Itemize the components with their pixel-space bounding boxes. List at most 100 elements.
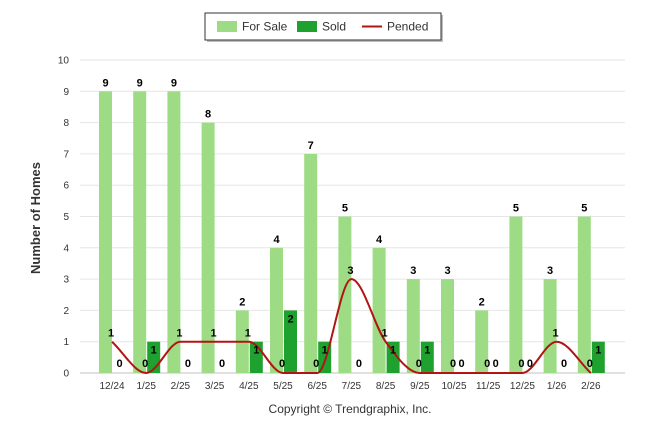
y-tick-label: 3 [63, 275, 69, 286]
for-sale-value-label: 9 [137, 77, 143, 89]
pended-value-label: 1 [245, 328, 251, 340]
for-sale-bar [99, 91, 112, 374]
for-sale-value-label: 9 [102, 77, 108, 89]
y-tick-label: 1 [63, 337, 69, 348]
sold-value-label: 1 [390, 345, 396, 357]
sold-value-label: 1 [424, 345, 430, 357]
for-sale-value-label: 5 [342, 203, 348, 215]
sold-bar [284, 310, 297, 373]
sold-value-label: 0 [356, 358, 362, 370]
pended-value-label: 0 [142, 358, 148, 370]
for-sale-value-label: 3 [547, 265, 553, 277]
x-tick-label: 12/25 [510, 381, 535, 392]
y-tick-label: 5 [63, 212, 69, 223]
pended-series-line [111, 278, 592, 375]
for-sale-value-label: 2 [239, 296, 245, 308]
x-tick-label: 2/25 [171, 381, 191, 392]
x-tick-label: 11/25 [476, 381, 501, 392]
pended-value-label: 0 [518, 358, 524, 370]
sold-value-label: 0 [561, 358, 567, 370]
x-tick-label: 1/25 [136, 381, 156, 392]
legend-label: For Sale [242, 20, 288, 34]
x-tick-label: 8/25 [376, 381, 396, 392]
y-tick-label: 6 [63, 181, 69, 192]
sold-bar [386, 341, 400, 373]
legend-item-sold[interactable]: Sold [297, 20, 346, 34]
x-axis-ticks: 12/24 1/25 2/25 3/25 4/25 5/25 6/25 7/25 8/25 9/2… [99, 381, 600, 392]
for-sale-value-label: 2 [479, 296, 485, 308]
for-sale-bar [167, 91, 181, 374]
pended-line [111, 278, 592, 375]
legend-swatch [297, 21, 317, 32]
sold-value-label: 1 [253, 345, 259, 357]
x-tick-label: 10/25 [441, 381, 466, 392]
bars [99, 91, 605, 374]
for-sale-bar [270, 247, 283, 373]
x-tick-label: 9/25 [410, 381, 430, 392]
pended-value-label: 0 [416, 358, 422, 370]
for-sale-bar [475, 310, 489, 373]
for-sale-bar [577, 216, 591, 373]
sold-value-label: 2 [287, 313, 293, 325]
sold-value-label: 1 [322, 345, 328, 357]
x-tick-label: 6/25 [307, 381, 327, 392]
for-sale-bar [338, 216, 352, 373]
for-sale-bar [133, 91, 147, 374]
legend-label: Sold [322, 20, 346, 34]
sold-bar [591, 341, 605, 373]
for-sale-bar [509, 216, 523, 373]
y-tick-label: 2 [63, 306, 69, 317]
x-tick-label: 7/25 [342, 381, 362, 392]
for-sale-value-label: 9 [171, 77, 177, 89]
legend-item-pended[interactable]: Pended [362, 20, 428, 34]
y-axis-label: Number of Homes [28, 162, 43, 274]
for-sale-bar [304, 153, 318, 373]
legend-swatch [217, 21, 237, 32]
legend-label: Pended [387, 20, 428, 34]
pended-value-label: 0 [313, 358, 319, 370]
for-sale-value-label: 4 [273, 234, 280, 246]
pended-value-label: 0 [279, 358, 285, 370]
sold-value-label: 1 [151, 345, 157, 357]
y-tick-label: 8 [63, 118, 69, 129]
legend-box [204, 12, 442, 41]
sold-value-label: 0 [527, 358, 533, 370]
sold-bar [420, 341, 434, 373]
pended-value-label: 0 [484, 358, 490, 370]
sold-value-label: 0 [219, 358, 225, 370]
y-tick-label: 7 [63, 149, 69, 160]
x-tick-label: 1/26 [547, 381, 567, 392]
y-tick-label: 9 [63, 87, 69, 98]
sold-value-label: 0 [116, 358, 122, 370]
x-tick-label: 3/25 [205, 381, 225, 392]
gridlines [80, 59, 625, 374]
for-sale-value-label: 5 [513, 203, 519, 215]
for-sale-value-label: 7 [308, 140, 314, 152]
for-sale-bar [406, 279, 420, 373]
sold-value-label: 0 [185, 358, 191, 370]
y-tick-label: 0 [63, 369, 69, 380]
for-sale-bar [201, 122, 215, 373]
sold-value-label: 0 [493, 358, 499, 370]
y-tick-label: 10 [58, 56, 70, 67]
pended-value-label: 1 [211, 328, 217, 340]
sold-value-label: 0 [458, 358, 464, 370]
x-tick-label: 2/26 [581, 381, 601, 392]
for-sale-value-label: 4 [376, 234, 383, 246]
for-sale-bar [372, 247, 386, 373]
copyright-text: Copyright © Trendgraphix, Inc. [269, 402, 432, 416]
legend-item-for-sale[interactable]: For Sale [217, 20, 288, 34]
x-tick-label: 12/24 [99, 381, 124, 392]
pended-value-label: 1 [176, 328, 182, 340]
pended-value-label: 0 [587, 358, 593, 370]
legend: For Sale Sold Pended [204, 12, 443, 42]
pended-value-label: 0 [450, 358, 456, 370]
for-sale-value-label: 8 [205, 109, 211, 121]
pended-value-label: 1 [108, 328, 114, 340]
pended-value-label: 3 [347, 265, 353, 277]
sold-value-label: 1 [595, 345, 601, 357]
y-axis-ticks: 0 1 2 3 4 5 6 7 8 9 10 [58, 56, 70, 380]
for-sale-value-label: 3 [410, 265, 416, 277]
